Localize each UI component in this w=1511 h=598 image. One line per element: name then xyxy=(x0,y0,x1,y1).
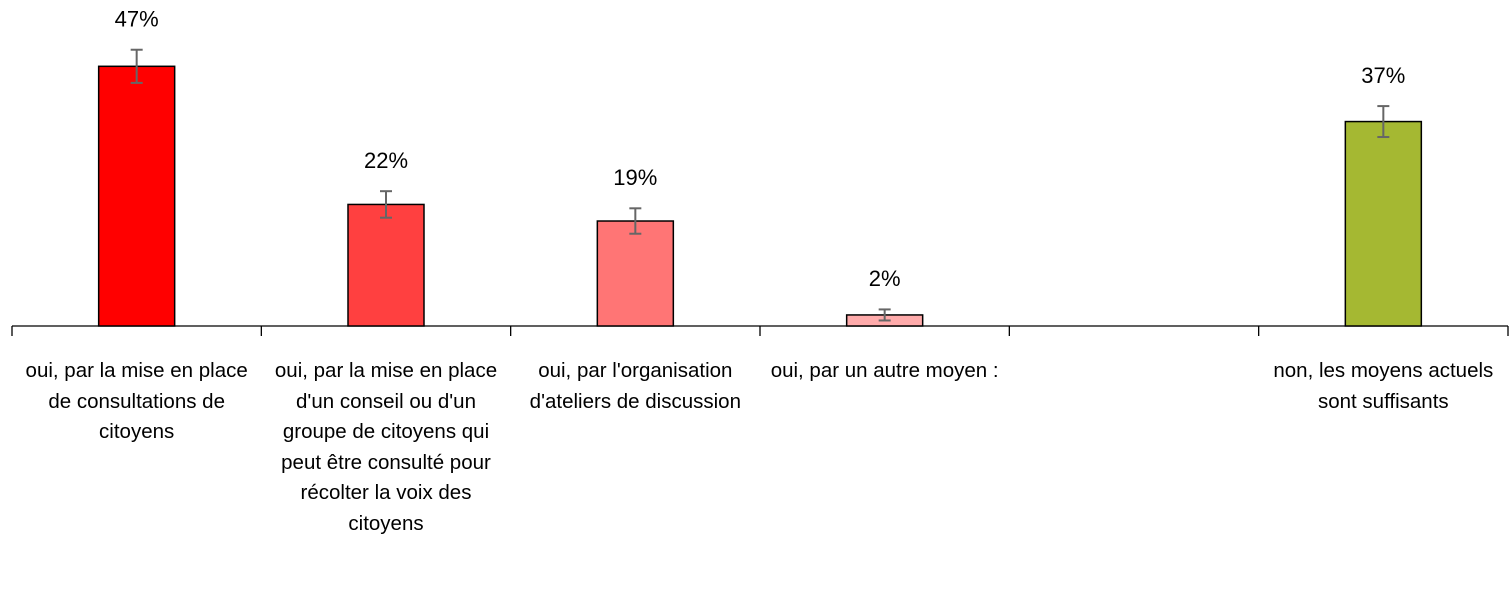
data-label: 2% xyxy=(869,266,901,291)
data-label: 37% xyxy=(1361,63,1405,88)
x-tick-label: oui, par la mise en place d'un conseil o… xyxy=(274,359,498,535)
x-tick-label: oui, par un autre moyen : xyxy=(770,359,999,382)
data-label: 22% xyxy=(364,148,408,173)
bar xyxy=(97,65,176,327)
bar xyxy=(347,203,425,327)
x-tick-label: oui, par la mise en place de consultatio… xyxy=(25,359,248,443)
bar xyxy=(596,220,675,327)
x-tick-label: non, les moyens actuels sont suffisants xyxy=(1273,359,1494,413)
x-tick-label: oui, par l'organisation d'ateliers de di… xyxy=(529,359,741,413)
data-label: 19% xyxy=(613,165,657,190)
data-label: 47% xyxy=(115,7,159,32)
bar xyxy=(1344,120,1423,327)
